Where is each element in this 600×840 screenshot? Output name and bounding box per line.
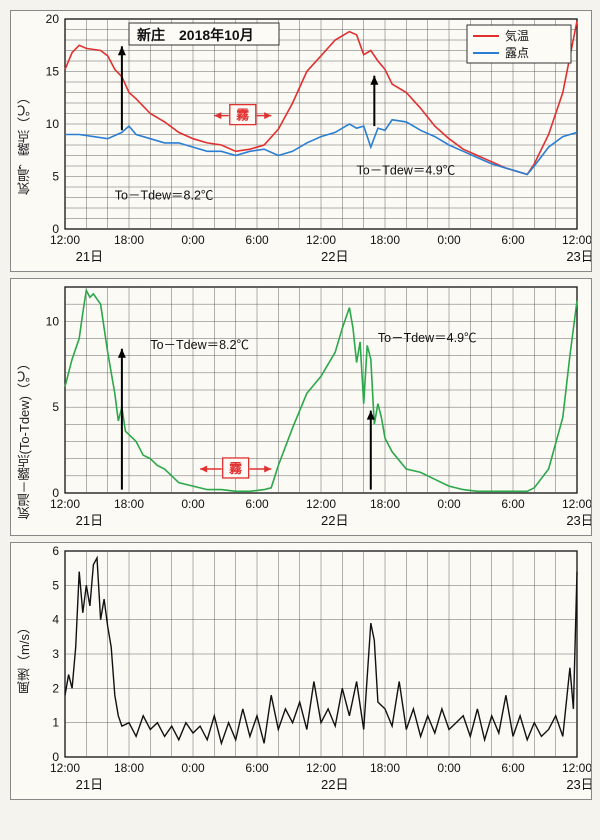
chart-panel: 気温－露点(To-Tdew)（℃） 霧 To－Tdew＝8.2℃ To－Tdew＝4… [10,278,592,536]
svg-text:20: 20 [46,12,60,26]
svg-text:6:00: 6:00 [501,233,525,247]
y-axis-label: 風速（m/s） [15,621,34,694]
svg-text:18:00: 18:00 [114,497,144,511]
svg-text:23日: 23日 [566,513,591,528]
svg-text:12:00: 12:00 [50,497,80,511]
svg-text:18:00: 18:00 [370,233,400,247]
svg-text:6:00: 6:00 [245,497,269,511]
svg-text:18:00: 18:00 [114,233,144,247]
svg-text:6:00: 6:00 [245,233,269,247]
svg-text:0:00: 0:00 [181,761,205,775]
svg-text:12:00: 12:00 [562,761,591,775]
svg-text:5: 5 [52,400,59,414]
svg-text:12:00: 12:00 [306,761,336,775]
svg-text:気温: 気温 [505,28,529,43]
svg-text:0:00: 0:00 [437,761,461,775]
svg-text:22日: 22日 [321,249,348,264]
y-axis-label: 気温，露点（℃） [15,91,34,195]
svg-text:霧: 霧 [235,108,250,123]
svg-text:22日: 22日 [321,777,348,792]
svg-text:21日: 21日 [76,777,103,792]
svg-text:1: 1 [52,716,59,730]
svg-text:12:00: 12:00 [50,233,80,247]
svg-text:5: 5 [52,170,59,184]
svg-text:霧: 霧 [228,461,243,476]
svg-text:21日: 21日 [76,513,103,528]
svg-text:6: 6 [52,544,59,558]
svg-text:23日: 23日 [566,777,591,792]
svg-text:18:00: 18:00 [370,761,400,775]
svg-text:0:00: 0:00 [437,497,461,511]
svg-text:5: 5 [52,578,59,592]
svg-text:6:00: 6:00 [245,761,269,775]
svg-text:18:00: 18:00 [370,497,400,511]
svg-text:新庄 2018年10月: 新庄 2018年10月 [137,27,254,43]
svg-text:0:00: 0:00 [437,233,461,247]
svg-text:4: 4 [52,613,59,627]
svg-text:To－Tdew＝4.9℃: To－Tdew＝4.9℃ [357,163,456,177]
svg-text:To－Tdew＝4.9℃: To－Tdew＝4.9℃ [378,331,477,345]
y-axis-label: 気温－露点(To-Tdew)（℃） [15,357,34,520]
svg-text:6:00: 6:00 [501,497,525,511]
svg-text:露点: 露点 [505,46,529,60]
chart-panel: 風速（m/s） 012345612:0018:000:006:0012:0018… [10,542,592,800]
svg-text:10: 10 [46,117,60,131]
svg-text:22日: 22日 [321,513,348,528]
svg-text:10: 10 [46,314,60,328]
svg-text:3: 3 [52,647,59,661]
svg-text:2: 2 [52,681,59,695]
svg-text:15: 15 [46,65,60,79]
svg-text:12:00: 12:00 [306,497,336,511]
svg-text:To－Tdew＝8.2℃: To－Tdew＝8.2℃ [150,338,249,352]
svg-text:21日: 21日 [76,249,103,264]
svg-text:12:00: 12:00 [306,233,336,247]
svg-text:23日: 23日 [566,249,591,264]
chart-panel: 気温，露点（℃） 霧 To－Tdew＝8.2℃ To－Tdew＝4.9℃ 新庄 20… [10,10,592,272]
svg-text:To－Tdew＝8.2℃: To－Tdew＝8.2℃ [115,189,214,203]
svg-text:0:00: 0:00 [181,233,205,247]
svg-text:6:00: 6:00 [501,761,525,775]
svg-text:12:00: 12:00 [50,761,80,775]
svg-text:12:00: 12:00 [562,497,591,511]
svg-text:12:00: 12:00 [562,233,591,247]
svg-text:18:00: 18:00 [114,761,144,775]
svg-text:0:00: 0:00 [181,497,205,511]
